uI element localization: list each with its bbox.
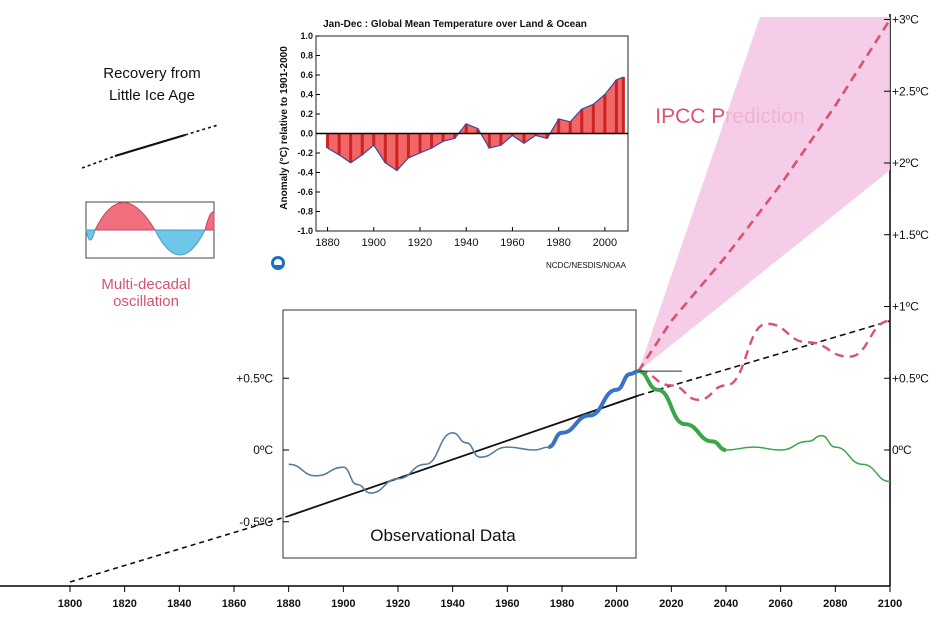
inset-x-tick-label: 1960 xyxy=(500,237,524,249)
inset-y-tick-label: -0.2 xyxy=(297,148,313,158)
right-y-tick-label: +2ºC xyxy=(892,156,919,170)
inset-y-tick-label: 1.0 xyxy=(300,31,313,41)
recovery-icon-dash-left xyxy=(81,155,116,169)
projection-line-thin xyxy=(725,434,891,483)
x-tick-label: 2040 xyxy=(714,598,738,610)
right-y-tick-label: +0.5ºC xyxy=(892,371,929,385)
observational-data-box xyxy=(282,309,637,559)
oscillation-label-line2: oscillation xyxy=(113,293,179,310)
oscillation-label-line1: Multi-decadal xyxy=(101,276,190,293)
ipcc-range-band-upper xyxy=(638,17,890,372)
inset-x-tick-label: 1880 xyxy=(315,237,339,249)
inset-x-tick-label: 1900 xyxy=(362,237,386,249)
recovery-icon-dash-right xyxy=(184,124,219,136)
recovery-label-line1: Recovery from xyxy=(103,65,201,82)
x-tick-label: 2060 xyxy=(768,598,792,610)
right-y-tick-label: +1ºC xyxy=(892,300,919,314)
noaa-logo xyxy=(271,256,285,270)
inset-source: NCDC/NESDIS/NOAA xyxy=(546,261,627,270)
observed-line-recent xyxy=(547,369,639,450)
inset-y-tick-label: -0.8 xyxy=(297,207,313,217)
x-tick-label: 1880 xyxy=(276,598,300,610)
recovery-label-line2: Little Ice Age xyxy=(109,87,195,104)
x-tick-label: 1820 xyxy=(112,598,136,610)
x-tick-label: 2020 xyxy=(659,598,683,610)
inset-x-tick-label: 1920 xyxy=(408,237,432,249)
observational-data-label: Observational Data xyxy=(370,526,516,545)
x-tick-label: 1900 xyxy=(331,598,355,610)
x-tick-label: 1840 xyxy=(167,598,191,610)
ipcc-prediction-line xyxy=(637,18,892,372)
x-tick-label: 1920 xyxy=(386,598,410,610)
inset-y-tick-label: -1.0 xyxy=(297,226,313,236)
right-y-tick-label: +3ºC xyxy=(892,13,919,27)
right-y-tick-label: +2.5ºC xyxy=(892,84,929,98)
inset-x-tick-label: 1940 xyxy=(454,237,478,249)
inset-y-tick-label: 0.6 xyxy=(300,70,313,80)
obs-y-tick-label: 0ºC xyxy=(253,443,273,457)
inset-y-tick-label: 0.4 xyxy=(300,90,313,100)
x-tick-label: 1860 xyxy=(222,598,246,610)
oscillation-icon xyxy=(85,201,215,259)
recovery-icon-solid xyxy=(114,133,186,158)
inset-y-tick-label: 0.8 xyxy=(300,51,313,61)
inset-anomaly-area xyxy=(327,77,624,171)
x-tick-label: 2000 xyxy=(604,598,628,610)
inset-y-tick-label: -0.6 xyxy=(297,187,313,197)
inset-ylabel: Anomaly (°C) relative to 1901-2000 xyxy=(279,46,290,210)
obs-y-tick-label: +0.5ºC xyxy=(236,371,273,385)
inset-title: Jan-Dec : Global Mean Temperature over L… xyxy=(323,19,587,30)
projection-line-bold xyxy=(638,369,727,452)
inset-smoothed-line xyxy=(327,76,624,172)
trend-line-solid xyxy=(288,394,639,517)
x-tick-label: 1960 xyxy=(495,598,519,610)
x-tick-label: 1800 xyxy=(58,598,82,610)
oscillation-projection-line xyxy=(638,319,891,401)
trend-line-dashed-past xyxy=(69,515,289,583)
inset-y-tick-label: -0.4 xyxy=(297,168,313,178)
obs-y-tick-label: -0.5ºC xyxy=(239,515,273,529)
inset-y-tick-label: 0.0 xyxy=(300,129,313,139)
x-tick-label: 2080 xyxy=(823,598,847,610)
x-tick-label: 1980 xyxy=(550,598,574,610)
observed-line-early xyxy=(288,431,549,494)
right-y-tick-label: 0ºC xyxy=(892,443,912,457)
trend-line-dashed-future xyxy=(638,320,891,397)
inset-x-tick-label: 2000 xyxy=(593,237,617,249)
right-y-tick-label: +1.5ºC xyxy=(892,228,929,242)
x-tick-label: 1940 xyxy=(440,598,464,610)
inset-y-tick-label: 0.2 xyxy=(300,109,313,119)
x-tick-label: 2100 xyxy=(878,598,902,610)
inset-x-tick-label: 1980 xyxy=(546,237,570,249)
